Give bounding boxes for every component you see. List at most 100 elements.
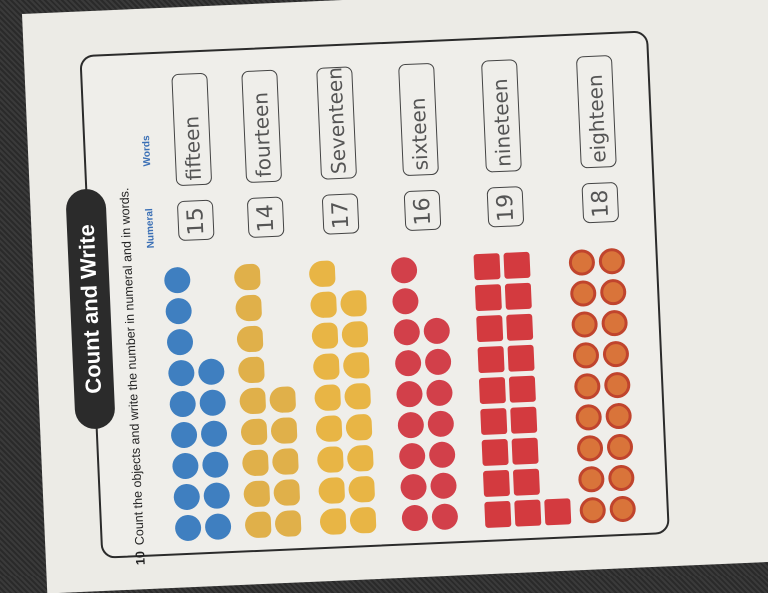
- lightbulb-icon: [318, 477, 346, 505]
- book-icon: [514, 499, 542, 527]
- medal-icon: [569, 279, 597, 308]
- globe-icon: [171, 452, 199, 480]
- globe-icon: [204, 513, 232, 541]
- pitcher-icon: [429, 472, 458, 500]
- pitcher-icon: [401, 504, 429, 532]
- book-icon: [512, 468, 541, 496]
- worksheet: Count and Write 10Count the objects and …: [59, 24, 671, 565]
- globe-icon: [173, 483, 201, 511]
- book-icon: [544, 498, 572, 526]
- trophy-icon: [271, 448, 299, 476]
- medal-icon: [609, 495, 637, 523]
- book-icon: [473, 253, 501, 281]
- lightbulb-icon: [343, 382, 372, 410]
- words-answer-box[interactable]: Seventeen: [316, 66, 358, 180]
- book-icon: [482, 469, 511, 498]
- words-answer-box[interactable]: fifteen: [171, 72, 213, 187]
- lightbulb-icon: [348, 475, 376, 503]
- pitcher-icon: [400, 473, 428, 501]
- words-answer-box[interactable]: sixteen: [398, 62, 439, 177]
- medal-icon: [598, 247, 626, 275]
- numeral-answer-box[interactable]: 18: [581, 181, 620, 224]
- numeral-answer-box[interactable]: 19: [486, 186, 525, 228]
- trophy-icon: [274, 510, 302, 538]
- lightbulb-icon: [311, 322, 339, 350]
- globe-icon: [167, 359, 195, 387]
- medal-icon: [607, 464, 635, 492]
- globe-icon: [197, 358, 225, 386]
- pitcher-icon: [395, 380, 424, 408]
- medal-group: [567, 227, 637, 524]
- pitcher-icon: [394, 349, 422, 377]
- medal-icon: [572, 341, 600, 369]
- book-icon: [481, 438, 509, 467]
- trophy-icon: [243, 480, 271, 508]
- numeral-answer-box[interactable]: 16: [403, 189, 442, 232]
- pitcher-icon: [427, 410, 455, 438]
- medal-icon: [573, 372, 601, 400]
- globe-icon: [199, 389, 227, 417]
- trophy-icon: [233, 263, 261, 291]
- book-icon: [477, 346, 505, 374]
- words-answer-box[interactable]: nineteen: [481, 59, 522, 173]
- globe-icon: [201, 451, 229, 479]
- globe-icon: [203, 482, 231, 510]
- medal-icon: [576, 434, 604, 462]
- lightbulb-icon: [341, 320, 369, 349]
- pitcher-icon: [390, 256, 418, 284]
- lightbulb-icon: [312, 353, 340, 381]
- book-icon: [510, 406, 538, 434]
- globe-icon: [200, 420, 228, 448]
- words-answer-box[interactable]: fourteen: [241, 69, 283, 184]
- medal-icon: [605, 402, 633, 430]
- pitcher-icon: [424, 348, 452, 376]
- pitcher-group: [390, 234, 459, 532]
- lightbulb-icon: [346, 444, 374, 472]
- trophy-icon: [237, 356, 265, 384]
- medal-icon: [577, 465, 605, 493]
- trophy-icon: [241, 449, 269, 477]
- numeral-header: Numeral: [144, 208, 157, 249]
- trophy-group: [233, 241, 302, 539]
- lightbulb-group: [308, 238, 377, 536]
- words-answer-box[interactable]: eighteen: [575, 55, 617, 169]
- numeral-answer-box[interactable]: 17: [321, 193, 360, 235]
- medal-icon: [606, 433, 634, 461]
- lightbulb-icon: [309, 291, 338, 319]
- trophy-icon: [239, 387, 267, 415]
- book-icon: [478, 376, 506, 405]
- medal-icon: [568, 248, 596, 277]
- pitcher-icon: [431, 503, 459, 531]
- globe-icon: [166, 328, 194, 356]
- trophy-icon: [240, 418, 268, 446]
- pitcher-icon: [391, 287, 419, 315]
- words-header: Words: [140, 135, 154, 167]
- globe-icon: [165, 297, 193, 325]
- trophy-icon: [270, 417, 298, 445]
- book-icon: [484, 500, 512, 528]
- globe-icon: [174, 514, 202, 542]
- numeral-answer-box[interactable]: 14: [246, 196, 285, 239]
- lightbulb-icon: [345, 413, 373, 441]
- pitcher-icon: [398, 442, 426, 470]
- book-icon: [507, 344, 535, 372]
- book-icon: [506, 313, 534, 341]
- lightbulb-icon: [339, 289, 368, 318]
- medal-icon: [602, 340, 630, 368]
- globe-icon: [170, 421, 198, 449]
- lightbulb-icon: [319, 508, 347, 536]
- numeral-answer-box[interactable]: 15: [176, 199, 215, 242]
- medal-icon: [599, 278, 627, 306]
- medal-icon: [603, 371, 631, 399]
- globe-group: [163, 244, 232, 542]
- trophy-icon: [236, 325, 264, 353]
- trophy-icon: [273, 479, 301, 507]
- book-icon: [504, 282, 532, 310]
- globe-icon: [169, 390, 197, 418]
- lightbulb-icon: [316, 446, 344, 474]
- book-icon: [511, 437, 539, 465]
- pitcher-icon: [423, 317, 451, 345]
- lightbulb-icon: [315, 415, 343, 443]
- globe-icon: [163, 266, 191, 294]
- medal-icon: [579, 496, 607, 524]
